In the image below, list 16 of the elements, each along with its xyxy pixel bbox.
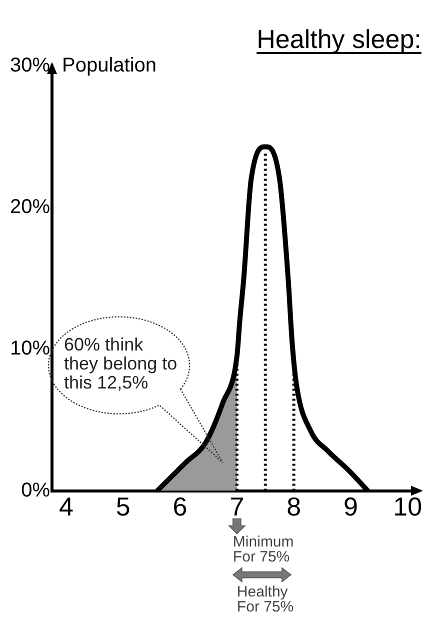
x-tick-label: 6 <box>172 492 188 522</box>
x-tick-label: 10 <box>393 492 422 522</box>
text: Healthy For 75% <box>236 583 294 616</box>
y-tick-label: 30% <box>10 54 50 77</box>
y-tick-label: 20% <box>10 196 50 218</box>
x-tick-label: 4 <box>59 492 74 522</box>
y-axis-title: Population <box>62 54 157 77</box>
x-tick-label: 8 <box>286 492 302 522</box>
x-tick-label: 7 <box>230 492 244 522</box>
annotation: 60% think they belong to this 12,5% <box>64 334 178 392</box>
text: Minimum For 75% <box>232 533 294 566</box>
x-tick-label: 9 <box>343 492 358 522</box>
chart-title: Healthy sleep: <box>256 24 422 54</box>
y-tick-label: 0% <box>21 479 50 502</box>
y-tick-label: 10% <box>10 338 50 360</box>
x-tick-label: 5 <box>116 492 130 522</box>
